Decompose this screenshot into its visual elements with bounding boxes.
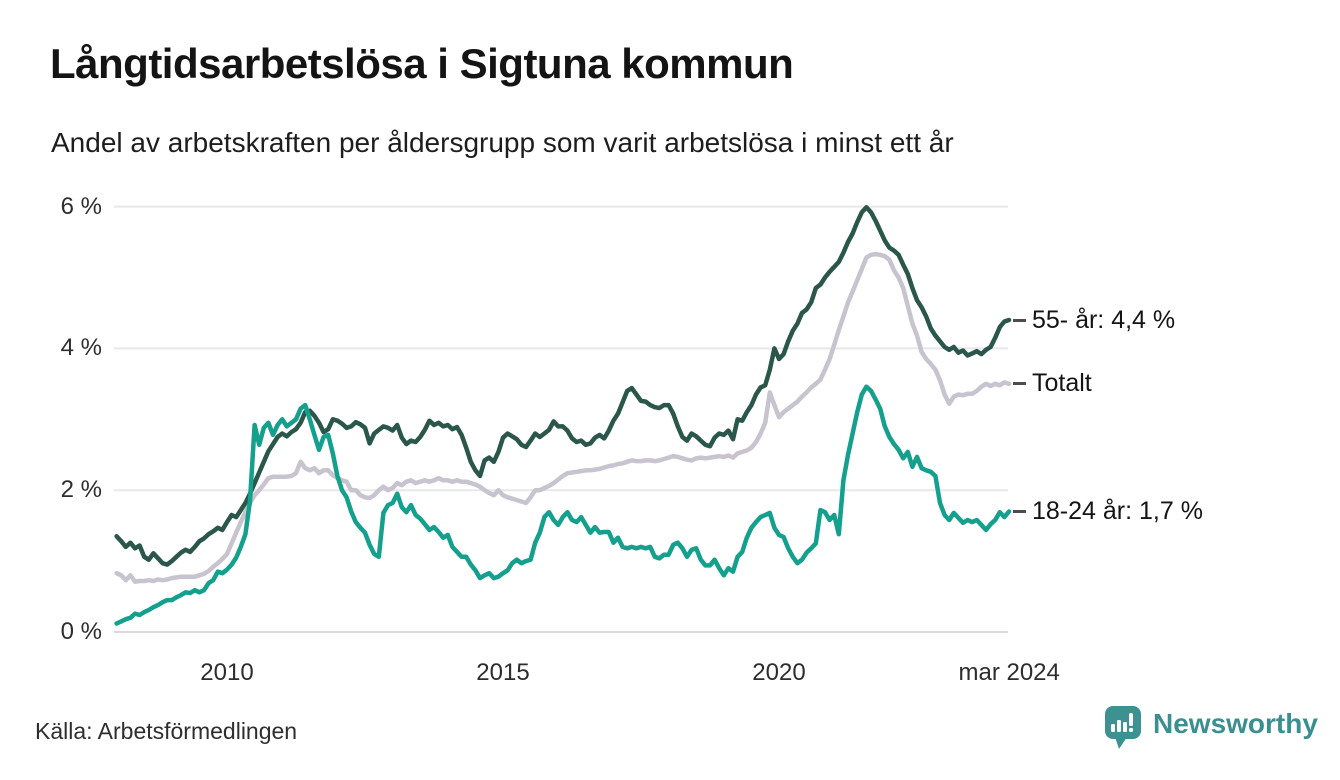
series-label-text-totalt: Totalt <box>1032 369 1092 398</box>
series-line-totalt <box>114 251 1012 584</box>
source-note: Källa: Arbetsförmedlingen <box>35 718 298 744</box>
series-label-55-ar: 55- år: 4,4 % <box>1013 305 1175 335</box>
chart-subtitle: Andel av arbetskraften per åldersgrupp s… <box>51 127 954 158</box>
page-title: Långtidsarbetslösa i Sigtuna kommun <box>50 40 794 87</box>
y-tick-label-4: 4 % <box>60 334 102 362</box>
x-tick-label-mar-2024: mar 2024 <box>958 659 1060 686</box>
y-tick-label-6: 6 % <box>60 192 102 220</box>
x-tick-label-2020: 2020 <box>752 659 806 686</box>
x-tick-label-2015: 2015 <box>476 659 530 686</box>
series-line-18-24-ar <box>114 384 1012 626</box>
series-label-totalt: Totalt <box>1013 369 1092 399</box>
y-tick-label-2: 2 % <box>60 476 102 504</box>
series-line-55-ar <box>114 205 1012 567</box>
series-label-text-55-ar: 55- år: 4,4 % <box>1032 305 1176 334</box>
newsworthy-logo-text: Newsworthy <box>1153 708 1318 739</box>
series-label-text-18-24-ar: 18-24 år: 1,7 % <box>1032 496 1203 525</box>
newsworthy-logo-icon <box>1105 706 1141 749</box>
label-connector-18-24-ar <box>1013 509 1026 513</box>
y-tick-label-0: 0 % <box>60 618 102 645</box>
series-label-18-24-ar: 18-24 år: 1,7 % <box>1013 496 1203 526</box>
label-connector-55-ar <box>1013 318 1026 322</box>
newsworthy-logo: Newsworthy <box>1104 705 1318 751</box>
label-connector-totalt <box>1013 382 1026 386</box>
x-tick-label-2010: 2010 <box>200 659 254 686</box>
